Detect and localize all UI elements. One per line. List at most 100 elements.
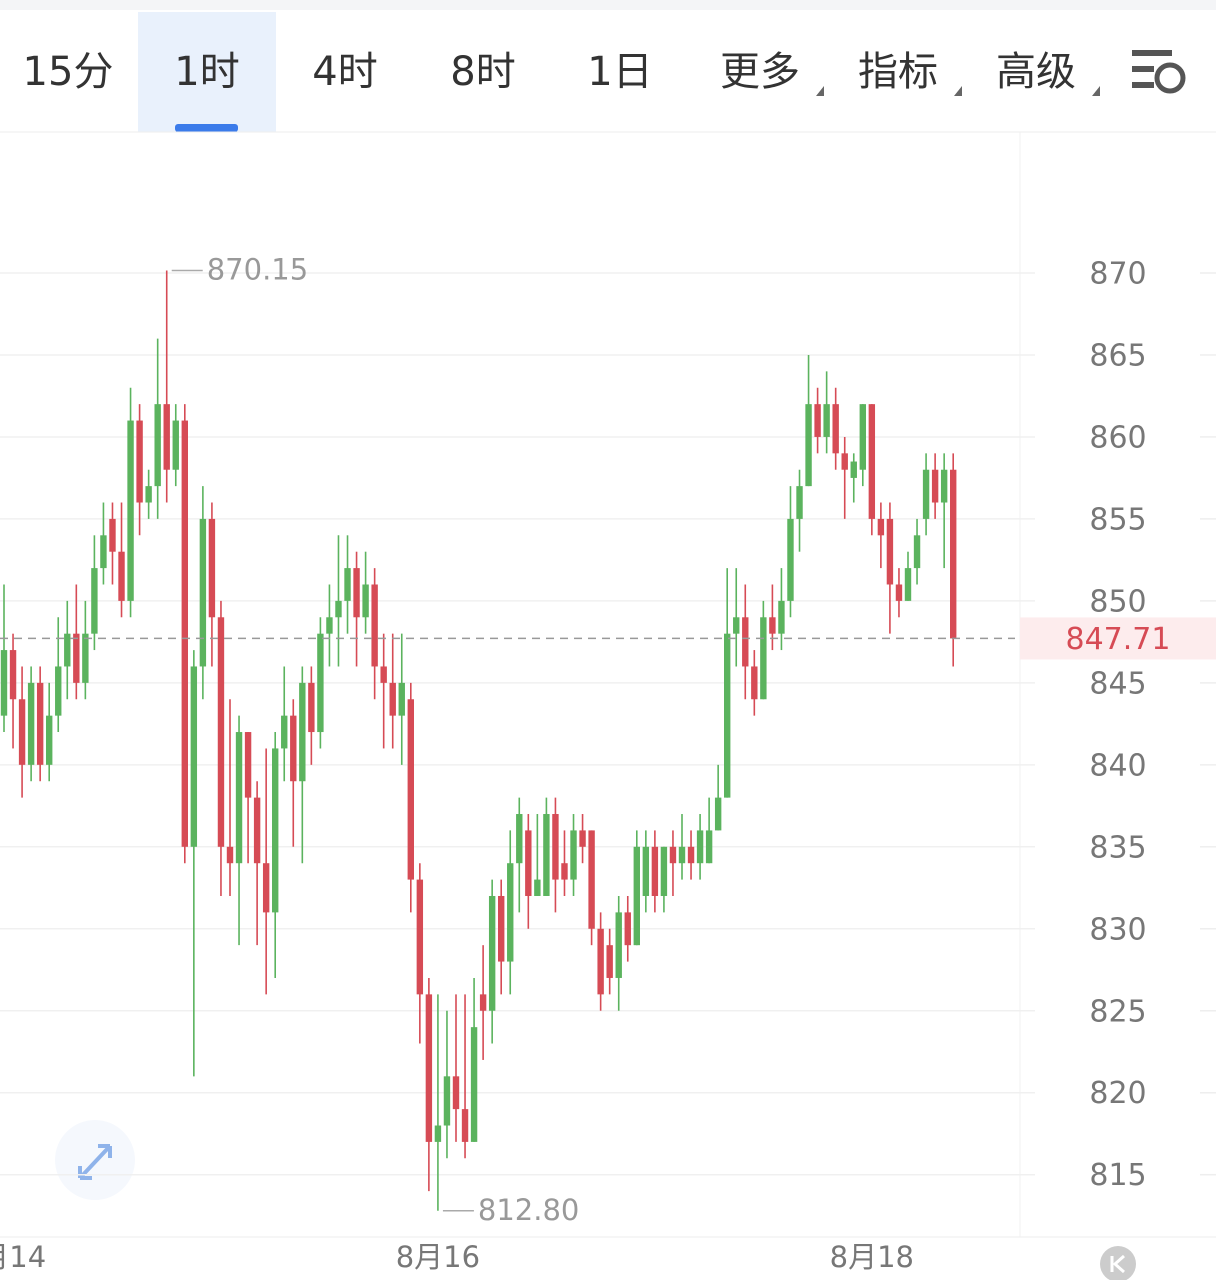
candle-body [118, 551, 125, 601]
scroll-bg [1100, 1246, 1136, 1282]
candle-body [814, 404, 821, 437]
candle-body [724, 633, 731, 798]
expand-button[interactable] [55, 1120, 135, 1200]
candle-body [317, 633, 324, 733]
candle-body [751, 666, 758, 700]
icon-bar [1132, 82, 1154, 88]
candle-body [669, 846, 677, 864]
candle-body [488, 895, 496, 1011]
settings-icon[interactable] [1132, 50, 1186, 94]
candle-body [913, 535, 921, 569]
toolbar-tab[interactable]: 1时 [174, 49, 239, 95]
toolbar-tab[interactable]: 更多 [720, 49, 800, 95]
candle-body [9, 650, 17, 700]
candle-body [570, 830, 577, 880]
candle-body [46, 715, 53, 765]
selected-tab-indicator [175, 124, 238, 132]
candle-body [886, 518, 894, 585]
candle-body [64, 633, 71, 667]
candle-body [796, 486, 803, 519]
candle-body [787, 518, 794, 601]
icon-gear [1154, 62, 1186, 94]
candle-body [615, 912, 622, 978]
candle-body [36, 682, 44, 765]
candle-body [398, 682, 405, 716]
toolbar-tab[interactable]: 15分 [23, 49, 114, 95]
candle-body [335, 600, 342, 618]
candle-body [931, 469, 939, 503]
candle-body [687, 846, 695, 864]
candle-body [208, 518, 216, 618]
toolbar-tab[interactable]: 4时 [312, 49, 377, 95]
candle-body [461, 1109, 469, 1142]
candle-body [353, 568, 360, 618]
y-tick-label: 820 [1089, 1076, 1146, 1111]
candle-body [606, 945, 613, 978]
candle-body [145, 486, 152, 503]
candle-body [823, 404, 830, 437]
candle-body [742, 617, 749, 667]
candle-body [543, 814, 550, 896]
toolbar-tab[interactable]: 指标 [858, 49, 938, 95]
candle-body [281, 715, 288, 749]
candle-body [769, 617, 776, 634]
candle-body [714, 797, 722, 831]
candle-body [868, 404, 876, 519]
last-price-label: 847.71 [1066, 622, 1171, 657]
candle-body [235, 732, 243, 864]
candle-body [18, 699, 26, 765]
candle-body [516, 814, 523, 864]
candle-body [127, 420, 134, 601]
candle-body [760, 617, 767, 700]
candle-body [199, 518, 207, 667]
candle-body [109, 518, 116, 552]
dropdown-caret [816, 86, 824, 96]
candle-body [696, 830, 704, 864]
candle-body [308, 682, 315, 733]
candle-body [552, 814, 559, 880]
candle-body [660, 846, 668, 896]
candle-body [832, 404, 839, 454]
candle-body [344, 568, 351, 601]
scroll-icon [1110, 1254, 1125, 1274]
candle-body [253, 797, 261, 864]
candle-body [561, 863, 568, 880]
dropdown-caret [954, 86, 962, 96]
annotation-label: 812.80 [478, 1193, 579, 1227]
candle-body [181, 420, 188, 847]
candle-body [136, 420, 143, 503]
candle-body [498, 895, 505, 962]
x-tick-label: 8月18 [830, 1240, 914, 1274]
candle-body [73, 633, 80, 683]
candle-body [733, 617, 740, 634]
toolbar-tab[interactable]: 1日 [587, 49, 652, 95]
candle-body [507, 863, 514, 962]
dropdown-caret [1092, 86, 1100, 96]
candle-body [272, 748, 279, 913]
candle-body [805, 404, 812, 487]
candle-body [624, 912, 631, 946]
candle-body [217, 617, 225, 847]
candle-body [895, 584, 903, 601]
candle-body [588, 830, 595, 929]
candle-body [470, 1027, 478, 1142]
candle-body [859, 404, 866, 470]
candle-body [154, 404, 161, 487]
y-tick-label: 855 [1089, 502, 1146, 537]
x-tick-label: 8月16 [396, 1240, 480, 1274]
y-tick-label: 830 [1089, 912, 1146, 947]
candle-body [850, 461, 857, 478]
y-tick-label: 835 [1089, 830, 1146, 865]
candle-body [380, 666, 387, 683]
candle-body [389, 682, 396, 716]
scroll-end-button[interactable] [1100, 1246, 1136, 1282]
candle-body [371, 584, 378, 667]
toolbar-tab[interactable]: 高级 [996, 49, 1076, 95]
annotation-label: 870.15 [207, 253, 308, 287]
candle-body [326, 617, 333, 634]
candle-body [705, 830, 713, 864]
toolbar-tab[interactable]: 8时 [450, 49, 515, 95]
candle-body [479, 994, 487, 1011]
candle-body [244, 732, 252, 798]
candle-body [290, 715, 297, 782]
